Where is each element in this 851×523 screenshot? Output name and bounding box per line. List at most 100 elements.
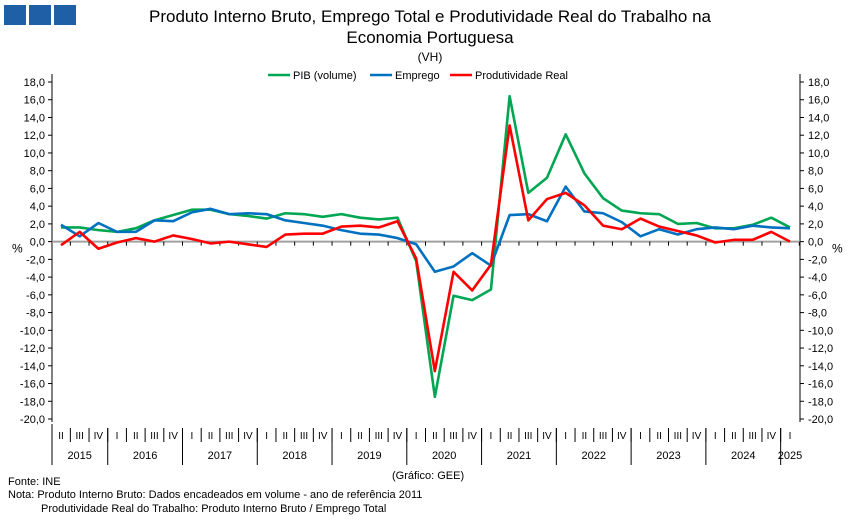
left-tick-label: 6,0 (30, 183, 45, 195)
quarter-label: IV (168, 431, 178, 442)
quarter-label: II (731, 431, 737, 442)
right-tick-label: 10,0 (808, 148, 829, 160)
quarter-label: II (656, 431, 662, 442)
right-tick-label: -12,0 (808, 343, 833, 355)
gee-logo (4, 5, 76, 25)
note-2: Produtividade Real do Trabalho: Produto … (41, 503, 387, 515)
quarter-label: I (116, 431, 119, 442)
quarter-label: III (150, 431, 158, 442)
quarter-label: III (674, 431, 682, 442)
left-axis-label: % (12, 241, 23, 255)
right-tick-label: 8,0 (808, 166, 823, 178)
left-tick-label: 4,0 (30, 201, 45, 213)
quarter-label: IV (318, 431, 328, 442)
chart-title: Produto Interno Bruto, Emprego Total e P… (149, 7, 711, 47)
quarter-label: III (76, 431, 84, 442)
quarter-label: I (265, 431, 268, 442)
left-tick-label: -16,0 (20, 379, 45, 391)
legend-label: PIB (volume) (293, 70, 357, 82)
quarter-label: I (639, 431, 642, 442)
left-tick-label: -4,0 (26, 272, 45, 284)
quarter-label: II (432, 431, 438, 442)
quarter-label: IV (542, 431, 552, 442)
right-tick-label: 0,0 (808, 237, 823, 249)
quarter-label: IV (692, 431, 702, 442)
credit-text: (Gráfico: GEE) (392, 470, 465, 482)
chart-subtitle: (VH) (417, 50, 443, 64)
series-line-0 (61, 94, 791, 399)
left-tick-label: 10,0 (24, 148, 45, 160)
left-tick-label: -18,0 (20, 396, 45, 408)
quarter-label: II (208, 431, 214, 442)
left-tick-label: 0,0 (30, 237, 45, 249)
left-tick-label: -12,0 (20, 343, 45, 355)
quarter-label: I (190, 431, 193, 442)
left-tick-label: -6,0 (26, 290, 45, 302)
legend-label: Emprego (395, 70, 440, 82)
right-axis-label: % (832, 241, 843, 255)
year-label: 2016 (133, 450, 157, 462)
quarter-label: III (225, 431, 233, 442)
right-tick-label: -16,0 (808, 379, 833, 391)
left-tick-label: 12,0 (24, 130, 45, 142)
quarter-label: II (357, 431, 363, 442)
quarter-label: IV (393, 431, 403, 442)
quarter-label: III (599, 431, 607, 442)
quarter-label: II (582, 431, 588, 442)
quarter-label: I (490, 431, 493, 442)
left-tick-label: -8,0 (26, 308, 45, 320)
right-tick-label: 2,0 (808, 219, 823, 231)
year-label: 2020 (432, 450, 456, 462)
right-tick-label: 14,0 (808, 112, 829, 124)
year-label: 2017 (208, 450, 232, 462)
year-label: 2023 (656, 450, 680, 462)
right-tick-label: 18,0 (808, 77, 829, 89)
quarter-label: III (748, 431, 756, 442)
year-label: 2025 (778, 450, 802, 462)
year-label: 2022 (581, 450, 605, 462)
quarter-label: II (283, 431, 289, 442)
right-tick-label: -6,0 (808, 290, 827, 302)
quarter-label: II (507, 431, 513, 442)
note-1: Nota: Produto Interno Bruto: Dados encad… (8, 489, 423, 501)
right-tick-label: -10,0 (808, 325, 833, 337)
source-text: Fonte: INE (8, 476, 61, 488)
year-label: 2019 (357, 450, 381, 462)
quarter-label: III (449, 431, 457, 442)
quarter-label: I (789, 431, 792, 442)
right-tick-label: 16,0 (808, 95, 829, 107)
right-tick-label: 12,0 (808, 130, 829, 142)
quarter-label: II (133, 431, 139, 442)
year-label: 2024 (731, 450, 755, 462)
left-tick-label: 8,0 (30, 166, 45, 178)
quarter-label: I (340, 431, 343, 442)
year-label: 2021 (507, 450, 531, 462)
left-tick-label: -14,0 (20, 361, 45, 373)
left-tick-label: 18,0 (24, 77, 45, 89)
right-tick-label: 6,0 (808, 183, 823, 195)
legend-label: Produtividade Real (475, 70, 568, 82)
right-tick-label: -20,0 (808, 414, 833, 426)
series-line-2 (60, 124, 791, 373)
right-tick-label: -8,0 (808, 308, 827, 320)
left-tick-label: 14,0 (24, 112, 45, 124)
quarter-label: IV (767, 431, 777, 442)
year-label: 2015 (67, 450, 91, 462)
quarter-label: IV (243, 431, 253, 442)
right-tick-label: -18,0 (808, 396, 833, 408)
right-tick-label: -4,0 (808, 272, 827, 284)
left-tick-label: -20,0 (20, 414, 45, 426)
left-tick-label: 16,0 (24, 95, 45, 107)
left-tick-label: -10,0 (20, 325, 45, 337)
right-tick-label: -2,0 (808, 254, 827, 266)
right-tick-label: -14,0 (808, 361, 833, 373)
quarter-label: IV (617, 431, 627, 442)
quarter-label: I (564, 431, 567, 442)
quarter-label: I (415, 431, 418, 442)
quarter-label: III (300, 431, 308, 442)
left-tick-label: -2,0 (26, 254, 45, 266)
quarter-label: II (58, 431, 64, 442)
series-line-1 (60, 185, 791, 274)
right-tick-label: 4,0 (808, 201, 823, 213)
